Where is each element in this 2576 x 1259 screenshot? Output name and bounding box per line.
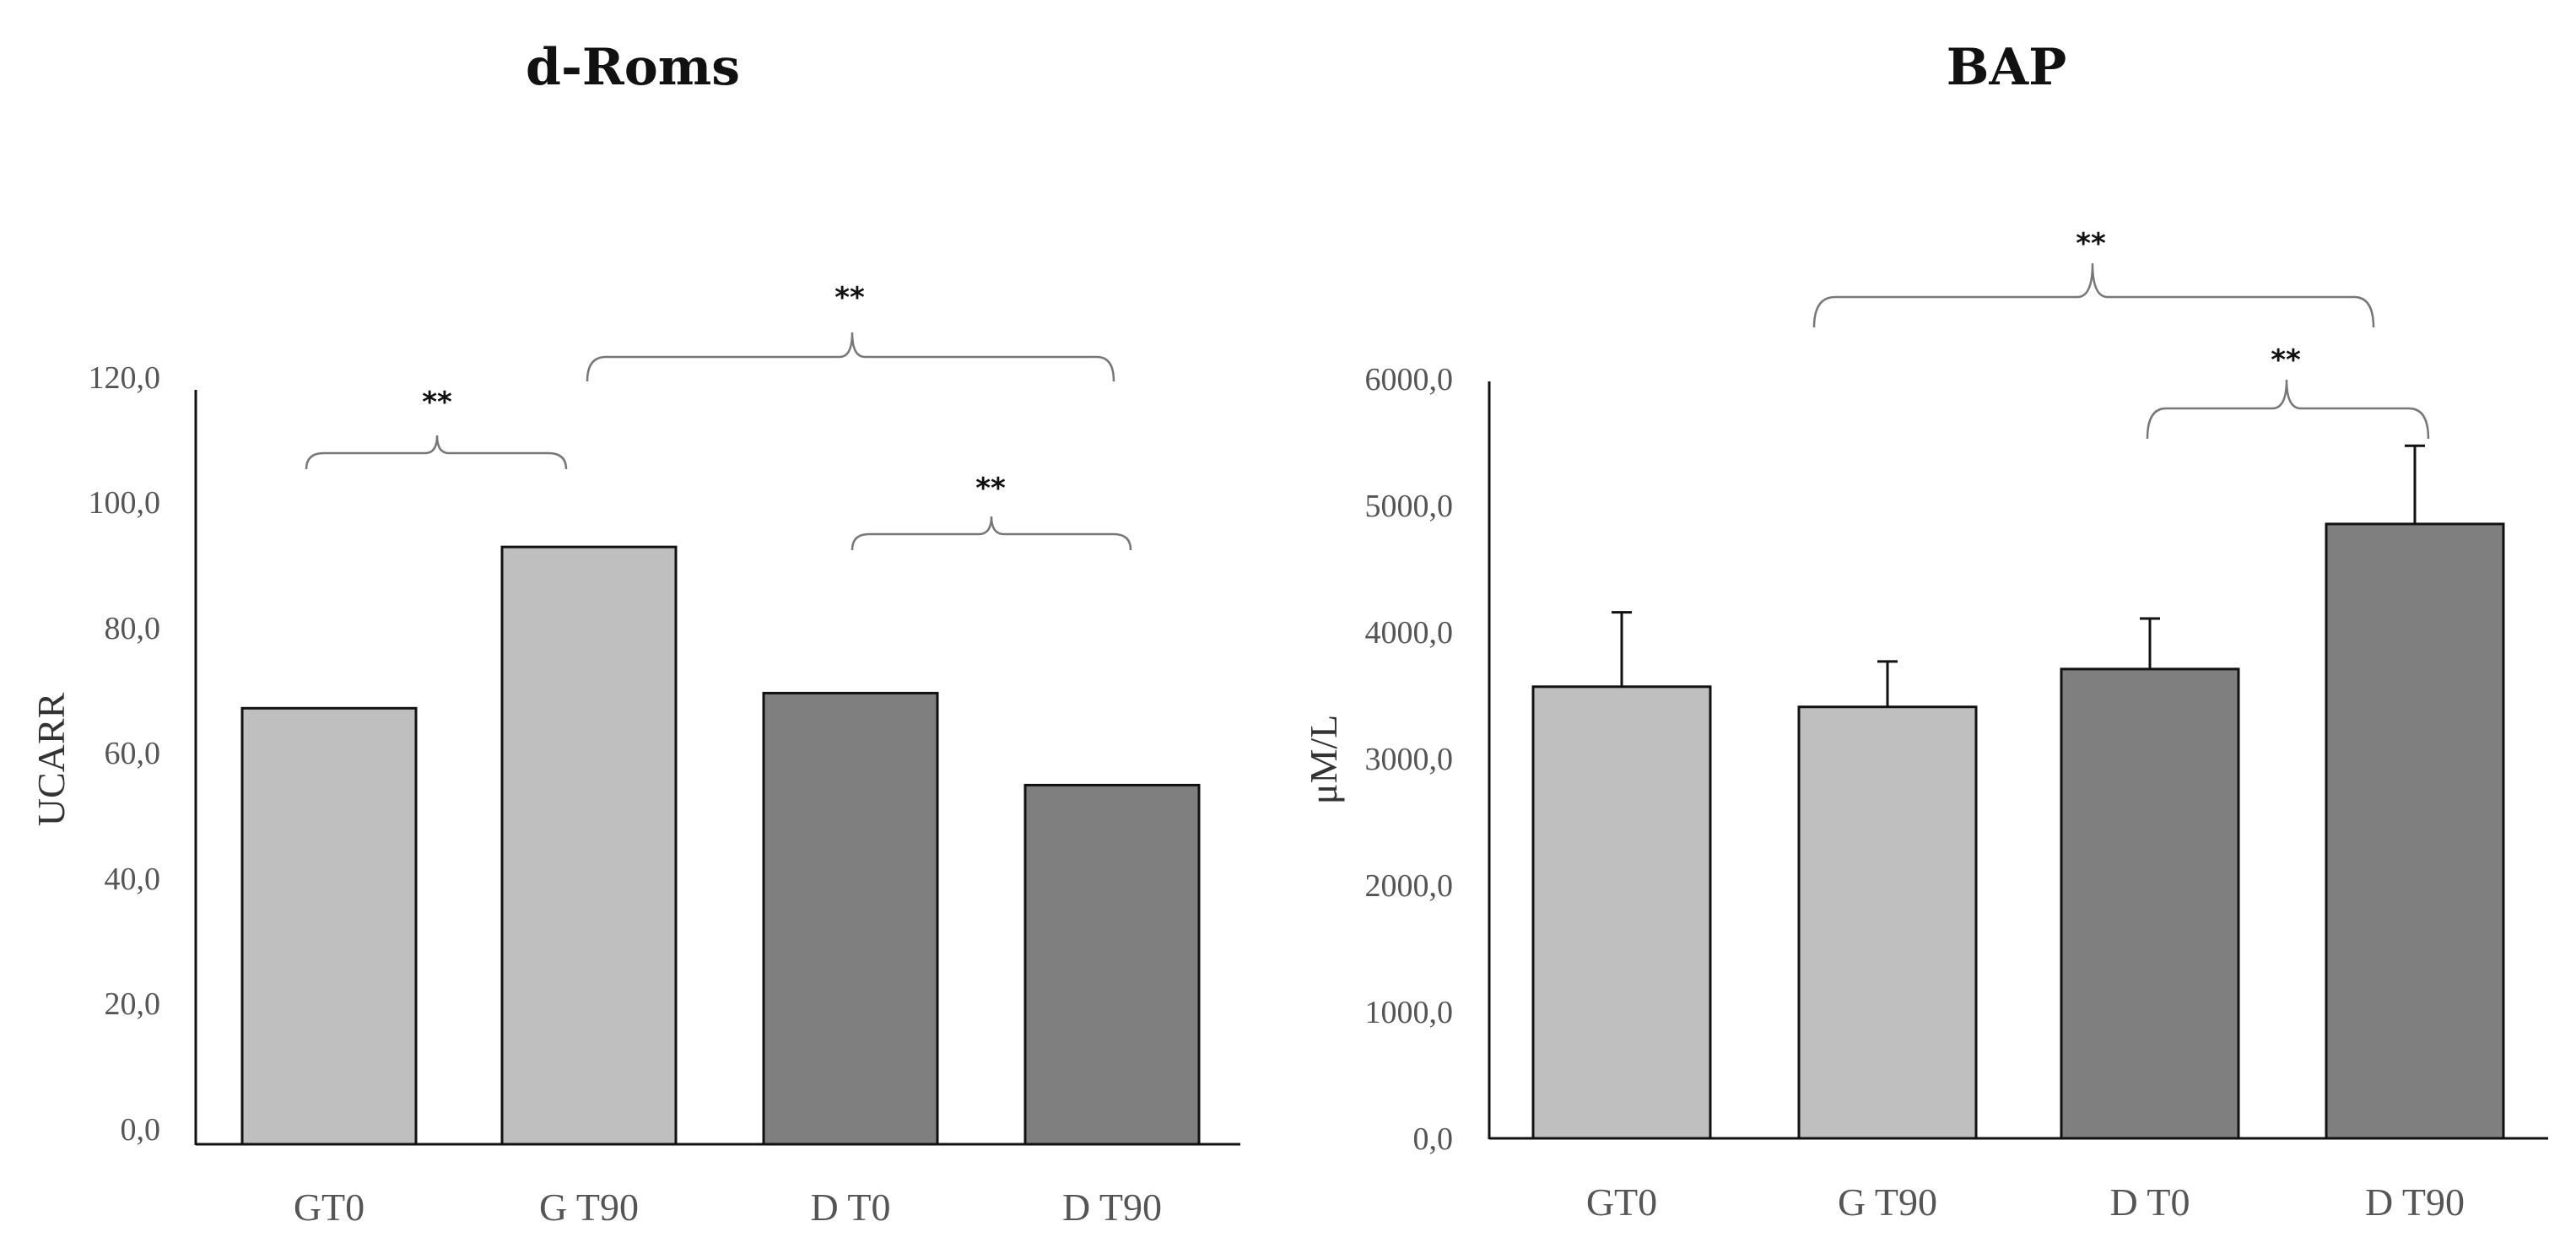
droms-y-tick: 60,0 (105, 736, 161, 771)
droms-y-tick: 20,0 (105, 986, 161, 1022)
droms-y-tick: 40,0 (105, 862, 161, 897)
bap-y-tick: 1000,0 (1365, 995, 1454, 1030)
droms-y-tick: 120,0 (89, 360, 161, 396)
droms-category-label: D T90 (1062, 1186, 1162, 1229)
bap-y-axis-label: μM/L (1302, 715, 1345, 804)
bap-bar-2 (1797, 705, 1978, 1140)
bap-significance-brace (1812, 262, 2375, 328)
bap-significance-label: ** (2271, 343, 2301, 377)
droms-categories: GT0 G T90 D T0 D T90 (294, 1186, 1162, 1229)
droms-category-label: GT0 (294, 1186, 365, 1229)
bap-category-label: GT0 (1586, 1181, 1657, 1224)
droms-y-axis-label: UCARR (30, 692, 73, 826)
droms-significance-brace (305, 435, 568, 470)
droms-bar-2 (500, 545, 678, 1146)
bap-significance-brace (2146, 379, 2430, 440)
bap-category-label: D T0 (2110, 1181, 2190, 1224)
bap-y-tick: 2000,0 (1365, 868, 1454, 904)
bap-y-tick: 3000,0 (1365, 742, 1454, 777)
bap-y-tick: 0,0 (1413, 1121, 1454, 1157)
droms-y-ticks: 0,0 20,0 40,0 60,0 80,0 100,0 120,0 (89, 360, 161, 1148)
bap-category-label: D T90 (2365, 1181, 2465, 1224)
droms-significance-label: ** (975, 472, 1006, 505)
bap-bars (1531, 444, 2505, 1140)
panel-droms: d-Roms UCARR 0,0 20,0 40,0 60,0 80,0 100… (30, 38, 1240, 1229)
droms-title: d-Roms (526, 38, 740, 97)
bap-y-tick: 4000,0 (1365, 615, 1454, 651)
bap-error-bar-4 (2405, 444, 2425, 524)
droms-significance-brace (586, 332, 1115, 382)
droms-significance-label: ** (422, 386, 452, 419)
panel-bap: BAP μM/L 0,0 1000,0 2000,0 3000,0 4000,0… (1302, 38, 2548, 1224)
droms-bar-3 (762, 691, 939, 1146)
bap-significance-label: ** (2076, 227, 2106, 261)
droms-category-label: D T0 (811, 1186, 891, 1229)
droms-significance-brace (851, 516, 1132, 551)
bap-title: BAP (1947, 38, 2066, 97)
bap-error-bar-3 (2140, 617, 2160, 669)
droms-bar-1 (240, 706, 418, 1146)
bap-category-label: G T90 (1838, 1181, 1937, 1224)
bap-y-ticks: 0,0 1000,0 2000,0 3000,0 4000,0 5000,0 6… (1365, 362, 1454, 1157)
droms-bar-4 (1023, 783, 1201, 1146)
bap-categories: GT0 G T90 D T0 D T90 (1586, 1181, 2465, 1224)
bap-y-tick: 5000,0 (1365, 489, 1454, 524)
droms-y-tick: 0,0 (121, 1112, 161, 1148)
droms-significance: ** ** ** (305, 281, 1132, 551)
bap-bar-1 (1531, 685, 1712, 1140)
bap-error-bar-2 (1877, 660, 1898, 707)
bap-bar-3 (2060, 667, 2240, 1140)
bap-error-bar-1 (1612, 611, 1632, 687)
droms-y-tick: 80,0 (105, 611, 161, 646)
bap-bar-4 (2325, 522, 2505, 1140)
droms-y-tick: 100,0 (89, 485, 161, 521)
droms-significance-label: ** (834, 281, 865, 315)
bap-significance: ** ** (1812, 227, 2430, 440)
droms-category-label: G T90 (539, 1186, 639, 1229)
droms-bars (240, 545, 1201, 1146)
bap-y-tick: 6000,0 (1365, 362, 1454, 397)
